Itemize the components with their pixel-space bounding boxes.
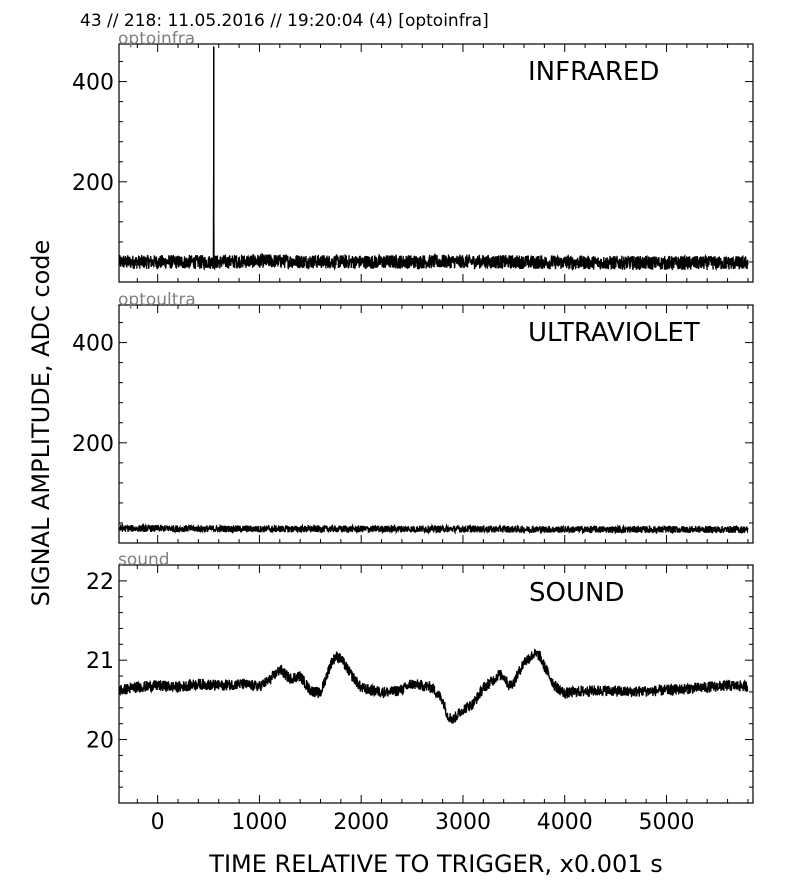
panel-title: INFRARED (528, 57, 659, 87)
series-line (119, 46, 749, 272)
channel-label: optoinfra (118, 29, 195, 49)
channel-label: sound (118, 550, 170, 570)
x-tick-label: 2000 (333, 810, 389, 835)
panel-sound: 20 21 22 0 1000 2000 3000 4000 5000 SOUND sound (86, 550, 754, 835)
x-tick-label: 5000 (638, 810, 694, 835)
x-tick-label: 3000 (435, 810, 491, 835)
series-line (119, 522, 749, 535)
series-line (119, 648, 749, 724)
y-tick-label: 20 (86, 729, 114, 754)
panel-ultraviolet: 200 400 ULTRAVIOLET optoultra (72, 290, 754, 544)
x-tick-label: 0 (151, 810, 165, 835)
x-tick-label: 1000 (231, 810, 287, 835)
x-axis-label: TIME RELATIVE TO TRIGGER, x0.001 s (208, 850, 662, 878)
panel-title: ULTRAVIOLET (528, 318, 700, 348)
header-title: 43 // 218: 11.05.2016 // 19:20:04 (4) [o… (80, 11, 489, 31)
plot-frame (118, 564, 754, 804)
y-tick-label: 200 (72, 432, 114, 457)
y-tick-label: 22 (86, 570, 114, 595)
channel-label: optoultra (118, 290, 196, 310)
y-axis-label: SIGNAL AMPLITUDE, ADC code (27, 240, 55, 607)
panel-title: SOUND (529, 578, 624, 608)
y-tick-label: 200 (72, 171, 114, 196)
y-tick-label: 400 (72, 71, 114, 96)
plot-frame (118, 43, 754, 283)
y-tick-label: 400 (72, 332, 114, 357)
plot-frame (118, 304, 754, 544)
y-tick-label: 21 (86, 649, 114, 674)
x-tick-label: 4000 (537, 810, 593, 835)
panel-infrared: 200 400 INFRARED optoinfra (72, 29, 754, 283)
